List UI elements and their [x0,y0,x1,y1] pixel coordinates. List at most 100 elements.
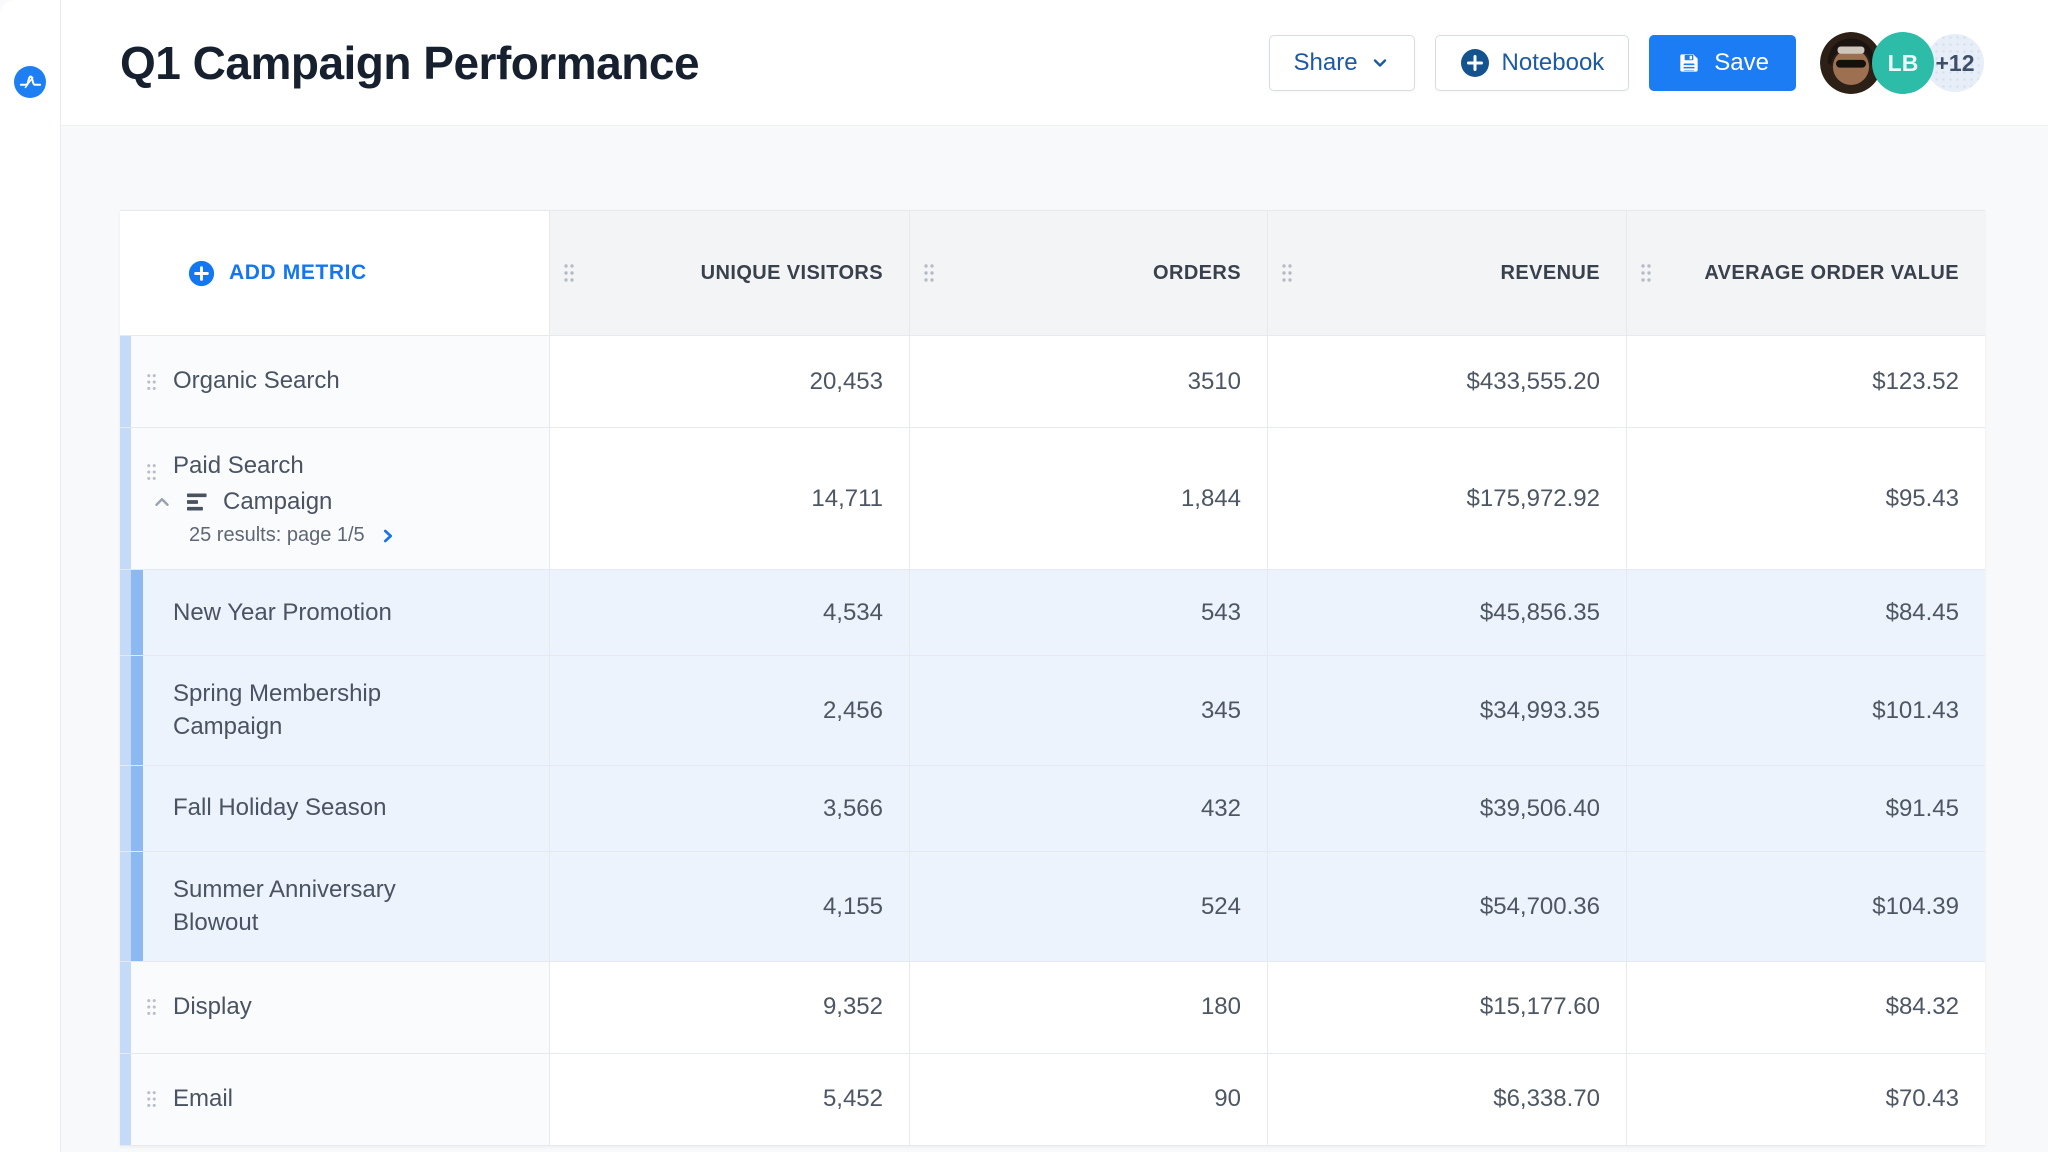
table-header-row: ADD METRIC UNIQUE VISITORS ORDERS [120,210,1985,336]
chevron-down-icon [1370,53,1390,73]
cell-orders[interactable]: 3510 [910,336,1268,427]
row-label-cell[interactable]: Spring Membership Campaign [120,656,550,766]
page-title: Q1 Campaign Performance [120,37,700,89]
table-row[interactable]: New Year Promotion 4,534 543 $45,856.35 … [120,570,1985,657]
cell-revenue[interactable]: $34,993.35 [1268,656,1627,766]
cell-revenue[interactable]: $175,972.92 [1268,428,1627,570]
table-body: Organic Search 20,453 3510 $433,555.20 $… [120,336,1985,1146]
row-label-cell[interactable]: Paid Search Campaign [120,428,550,570]
next-page-chevron-icon[interactable] [379,527,397,545]
avatar-group: LB +12 [1820,32,1984,94]
cell-revenue[interactable]: $39,506.40 [1268,766,1627,852]
table-row[interactable]: Organic Search 20,453 3510 $433,555.20 $… [120,336,1985,428]
avatar-photo[interactable] [1820,32,1882,94]
row-group-by-label: Campaign [223,488,333,516]
row-accent-bar [120,656,131,766]
cell-average-order-value[interactable]: $91.45 [1627,766,1985,852]
app-rail [0,0,61,1152]
drag-handle-icon[interactable] [1280,262,1294,284]
cell-revenue[interactable]: $15,177.60 [1268,961,1627,1053]
cell-unique-visitors[interactable]: 4,155 [550,852,910,961]
cell-orders[interactable]: 90 [910,1053,1268,1145]
row-label: Fall Holiday Season [173,794,387,822]
share-button[interactable]: Share [1268,35,1415,91]
cell-average-order-value[interactable]: $101.43 [1627,656,1985,766]
plus-circle-icon [1460,48,1490,78]
drag-handle-icon[interactable] [562,262,576,284]
add-metric-button[interactable]: ADD METRIC [120,210,550,336]
notebook-button[interactable]: Notebook [1434,35,1630,91]
column-header-unique-visitors[interactable]: UNIQUE VISITORS [550,210,910,336]
cell-average-order-value[interactable]: $95.43 [1627,428,1985,570]
avatar-overflow-label: +12 [1935,49,1975,76]
table-row[interactable]: Summer Anniversary Blowout 4,155 524 $54… [120,852,1985,962]
avatar-overflow-badge[interactable]: +12 [1926,34,1984,92]
cell-orders[interactable]: 345 [910,656,1268,766]
row-accent-bar [120,570,131,656]
cell-unique-visitors[interactable]: 20,453 [550,336,910,427]
cell-orders[interactable]: 432 [910,766,1268,852]
drag-handle-icon[interactable] [145,1089,158,1109]
row-label: Display [173,993,252,1021]
cell-unique-visitors[interactable]: 14,711 [550,428,910,570]
column-header-label: AVERAGE ORDER VALUE [1704,261,1959,284]
cell-unique-visitors[interactable]: 3,566 [550,766,910,852]
row-accent-bar [120,336,131,427]
cell-unique-visitors[interactable]: 4,534 [550,570,910,656]
column-header-average-order-value[interactable]: AVERAGE ORDER VALUE [1627,210,1985,336]
drag-handle-icon[interactable] [145,372,158,392]
cell-average-order-value[interactable]: $104.39 [1627,852,1985,961]
row-pagination-label: 25 results: page 1/5 [189,524,365,547]
drag-handle-icon[interactable] [145,462,158,482]
drag-handle-icon[interactable] [922,262,936,284]
row-label-cell[interactable]: Email [120,1053,550,1145]
cell-revenue[interactable]: $6,338.70 [1268,1053,1627,1145]
row-label-cell[interactable]: Display [120,961,550,1053]
cell-unique-visitors[interactable]: 9,352 [550,961,910,1053]
column-header-label: ORDERS [1153,261,1241,284]
row-label: New Year Promotion [173,598,392,626]
topbar: Q1 Campaign Performance Share Noteboo [61,0,2048,126]
row-label-cell[interactable]: Organic Search [120,336,550,427]
cell-average-order-value[interactable]: $84.45 [1627,570,1985,656]
cell-average-order-value[interactable]: $70.43 [1627,1053,1985,1145]
table-row[interactable]: Email 5,452 90 $6,338.70 $70.43 [120,1053,1985,1146]
cell-average-order-value[interactable]: $123.52 [1627,336,1985,427]
row-label-cell[interactable]: Fall Holiday Season [120,766,550,852]
amplitude-wave-icon [19,71,41,93]
table-row[interactable]: Fall Holiday Season 3,566 432 $39,506.40… [120,766,1985,853]
row-label: Organic Search [173,367,340,395]
column-header-orders[interactable]: ORDERS [910,210,1268,336]
row-label-cell[interactable]: New Year Promotion [120,570,550,656]
row-label-cell[interactable]: Summer Anniversary Blowout [120,852,550,961]
cell-unique-visitors[interactable]: 5,452 [550,1053,910,1145]
table-row[interactable]: Paid Search Campaign [120,428,1985,571]
row-label: Paid Search [173,452,304,479]
cell-orders[interactable]: 180 [910,961,1268,1053]
row-label: Spring Membership Campaign [173,680,382,740]
column-header-label: REVENUE [1500,261,1600,284]
cell-unique-visitors[interactable]: 2,456 [550,656,910,766]
avatar-initials[interactable]: LB [1872,32,1934,94]
column-header-revenue[interactable]: REVENUE [1268,210,1627,336]
metrics-table: ADD METRIC UNIQUE VISITORS ORDERS [120,210,1985,1146]
column-header-label: UNIQUE VISITORS [700,261,883,284]
row-label: Email [173,1085,234,1113]
cell-orders[interactable]: 1,844 [910,428,1268,570]
cell-average-order-value[interactable]: $84.32 [1627,961,1985,1053]
cell-orders[interactable]: 524 [910,852,1268,961]
amplitude-logo[interactable] [14,66,46,98]
cell-revenue[interactable]: $45,856.35 [1268,570,1627,656]
table-row[interactable]: Spring Membership Campaign 2,456 345 $34… [120,656,1985,767]
table-row[interactable]: Display 9,352 180 $15,177.60 $84.32 [120,961,1985,1054]
cell-revenue[interactable]: $433,555.20 [1268,336,1627,427]
collapse-chevron-up-icon[interactable] [151,491,173,513]
share-button-label: Share [1293,49,1358,76]
row-accent-bar [120,852,131,961]
cell-revenue[interactable]: $54,700.36 [1268,852,1627,961]
drag-handle-icon[interactable] [145,997,158,1017]
save-button[interactable]: Save [1649,35,1796,91]
cell-orders[interactable]: 543 [910,570,1268,656]
drag-handle-icon[interactable] [1639,262,1653,284]
